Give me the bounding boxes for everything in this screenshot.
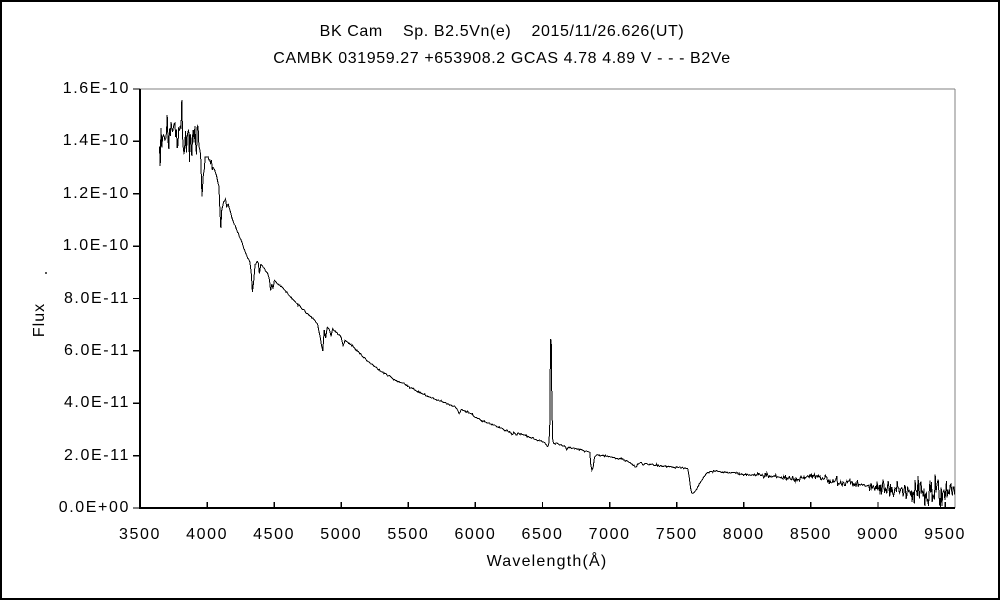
y-axis-tick-label: 1.2E-10 — [62, 184, 130, 202]
x-axis-tick-label: 6000 — [454, 526, 497, 543]
y-axis-title: Flux — [31, 302, 48, 338]
y-axis-tick-label: 0.0E+00 — [58, 499, 130, 516]
y-axis-tick-label: 1.4E-10 — [62, 132, 130, 150]
x-axis-tick-label: 3500 — [119, 526, 161, 543]
x-axis-tick-label: 4000 — [186, 526, 229, 543]
y-axis-tick-label: 4.0E-11 — [63, 394, 130, 412]
y-axis-tick-label: 1.6E-10 — [62, 80, 130, 97]
stray-dot — [45, 272, 47, 274]
x-axis-title: Wavelength(Å) — [486, 553, 608, 570]
x-axis-tick-label: 5500 — [387, 526, 430, 543]
x-axis-tick-label: 5000 — [320, 526, 363, 543]
axis-tick-marks — [133, 88, 946, 509]
spectrum-line — [159, 99, 956, 508]
x-axis-tick-label: 7500 — [655, 526, 698, 543]
y-axis-tick-label: 6.0E-11 — [63, 341, 130, 359]
y-axis-tick-label: 2.0E-11 — [63, 446, 130, 464]
y-axis-tick-label: 8.0E-11 — [63, 289, 130, 307]
x-axis-tick-label: 4500 — [253, 526, 296, 543]
x-axis-tick-label: 8000 — [722, 526, 765, 543]
chart-title: BK Cam Sp. B2.5Vn(e) 2015/11/26.626(UT) — [319, 23, 685, 40]
x-axis-tick-label: 7000 — [588, 526, 631, 543]
y-axis-tick-label: 1.0E-10 — [62, 237, 130, 255]
x-axis-tick-label: 8500 — [789, 526, 832, 543]
x-axis-tick-label: 6500 — [521, 526, 564, 543]
x-axis-tick-label: 9500 — [924, 526, 967, 543]
x-axis-tick-label: 9000 — [856, 526, 899, 543]
chart-subtitle: CAMBK 031959.27 +653908.2 GCAS 4.78 4.89… — [273, 50, 731, 67]
